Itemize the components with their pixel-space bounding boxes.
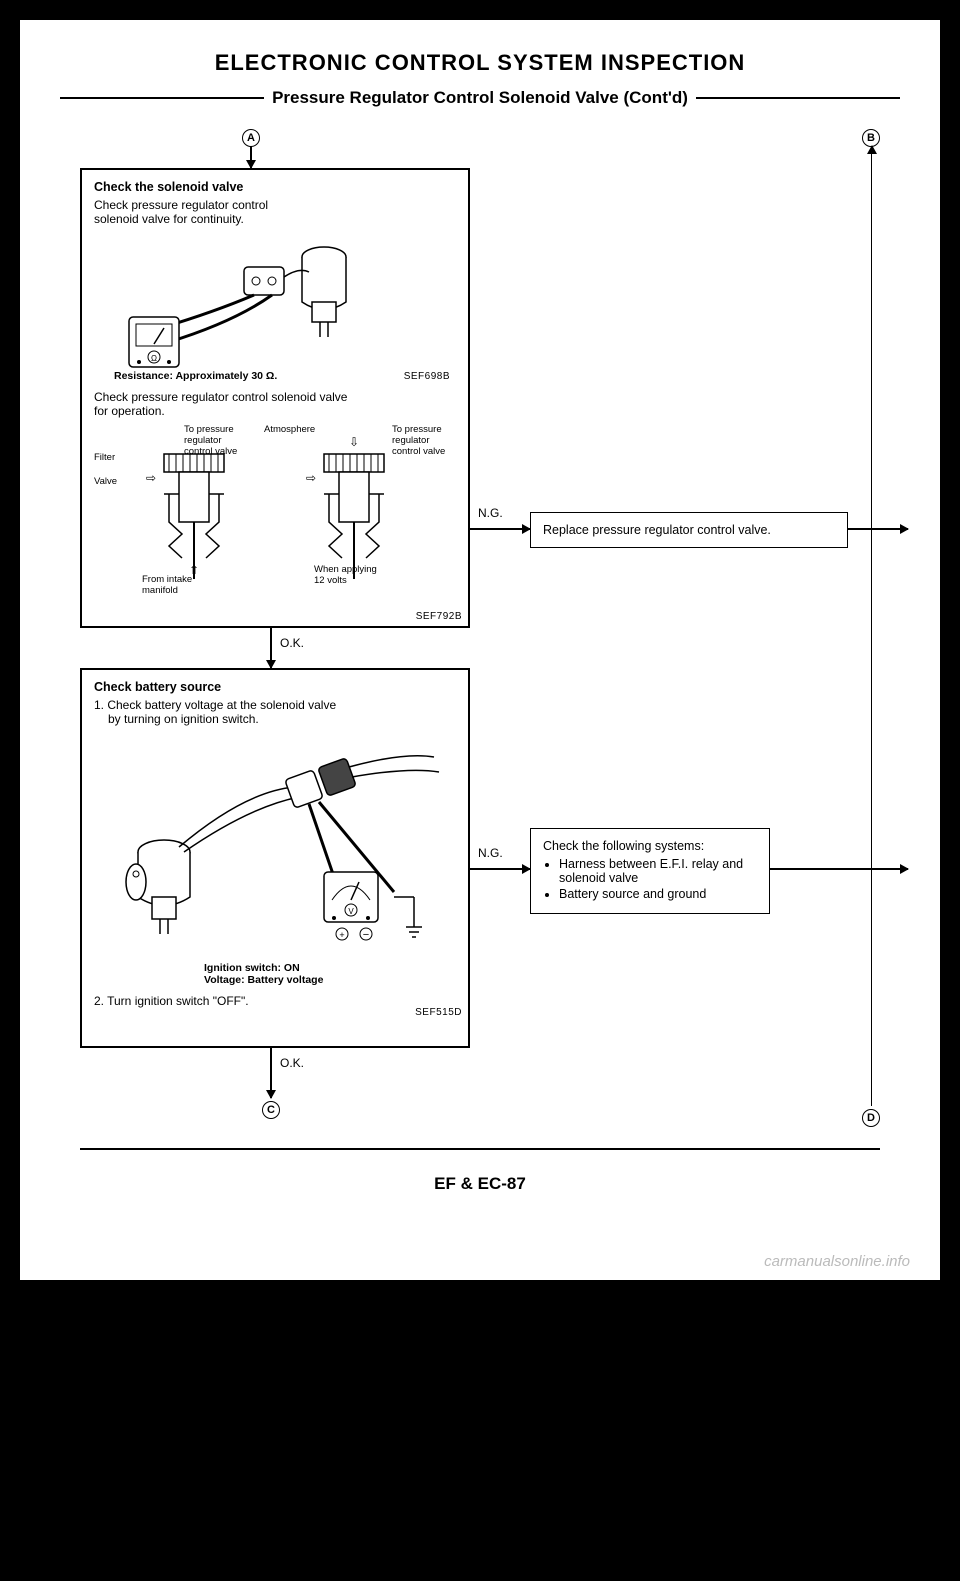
check-systems-box: Check the following systems: Harness bet…: [530, 828, 770, 914]
result2-bullet1: Harness between E.F.I. relay and solenoi…: [559, 857, 757, 885]
marker-d: D: [862, 1108, 880, 1127]
b-line: [871, 146, 873, 1106]
box1-line2: solenoid valve for continuity.: [94, 212, 456, 226]
result2-bullet2: Battery source and ground: [559, 887, 757, 901]
lbl-ctrl2: control valve: [392, 446, 445, 457]
svg-text:⇨: ⇨: [306, 471, 316, 485]
lbl-from2: manifold: [142, 585, 178, 596]
subtitle: Pressure Regulator Control Solenoid Valv…: [264, 88, 696, 108]
lbl-when2: 12 volts: [314, 575, 347, 586]
box2-step1a: 1. Check battery voltage at the solenoid…: [94, 698, 456, 712]
lbl-atm: Atmosphere: [264, 424, 315, 435]
fig-id-1: SEF698B: [404, 371, 450, 382]
subtitle-row: Pressure Regulator Control Solenoid Valv…: [60, 88, 900, 108]
page-number: EF & EC-87: [60, 1174, 900, 1194]
box2-step2: 2. Turn ignition switch "OFF".: [94, 994, 456, 1008]
box1-heading: Check the solenoid valve: [94, 180, 456, 194]
svg-text:Ω: Ω: [151, 354, 157, 363]
lbl-reg1: regulator: [184, 435, 222, 446]
result2-line1: Check the following systems:: [543, 839, 757, 853]
watermark: carmanualsonline.info: [764, 1253, 910, 1270]
check-solenoid-box: Check the solenoid valve Check pressure …: [80, 168, 470, 628]
svg-text:⇨: ⇨: [146, 471, 156, 485]
svg-text:−: −: [363, 929, 369, 941]
box1-line1: Check pressure regulator control: [94, 198, 456, 212]
lbl-filter: Filter: [94, 452, 115, 463]
rule-left: [60, 97, 264, 99]
arrow-ng-2: [470, 868, 530, 870]
ign-label: Ignition switch: ON: [204, 962, 456, 974]
lbl-when1: When applying: [314, 564, 377, 575]
lbl-reg2: regulator: [392, 435, 430, 446]
marker-a: A: [242, 128, 260, 147]
marker-c: C: [262, 1100, 280, 1119]
flowchart: A B Check the solenoid valve Check press…: [80, 128, 880, 1148]
ok-label-1: O.K.: [280, 636, 304, 650]
lbl-ctrl1: control valve: [184, 446, 237, 457]
lbl-to1: To pressure: [184, 424, 234, 435]
resistance-spec: Resistance: Approximately 30 Ω.: [114, 370, 277, 382]
lbl-valve: Valve: [94, 476, 117, 487]
arrow-to-b-1: [848, 528, 908, 530]
fig-id-2: SEF792B: [416, 611, 462, 622]
box2-heading: Check battery source: [94, 680, 456, 694]
continuity-illustration: Ω Resistance: Approximately 30 Ω. SEF698…: [94, 232, 456, 382]
arrow-ng-1: [470, 528, 530, 530]
check-op-2: for operation.: [94, 404, 456, 418]
page-title: ELECTRONIC CONTROL SYSTEM INSPECTION: [60, 50, 900, 76]
lbl-from1: From intake: [142, 574, 192, 585]
battery-illustration: V + −: [94, 732, 456, 962]
lbl-to2: To pressure: [392, 424, 442, 435]
rule-right: [696, 97, 900, 99]
arrow-ok-2: [270, 1048, 272, 1098]
box2-step1b: by turning on ignition switch.: [94, 712, 456, 726]
arrow-ok-1: [270, 628, 272, 668]
check-op-1: Check pressure regulator control solenoi…: [94, 390, 456, 404]
operation-illustration: ⇨ ⇧ ⇨ ⇩: [94, 424, 456, 604]
ng-label-2: N.G.: [478, 846, 503, 860]
ok-label-2: O.K.: [280, 1056, 304, 1070]
svg-text:⇩: ⇩: [349, 435, 359, 449]
svg-text:V: V: [348, 907, 354, 916]
fig-id-3: SEF515D: [415, 1007, 462, 1018]
svg-text:+: +: [339, 930, 344, 940]
arrow-to-b-2: [770, 868, 908, 870]
arrow-a-down: [250, 146, 252, 168]
volt-label: Voltage: Battery voltage: [204, 974, 456, 986]
ng-label-1: N.G.: [478, 506, 503, 520]
bottom-rule: [80, 1148, 880, 1150]
check-battery-box: Check battery source 1. Check battery vo…: [80, 668, 470, 1048]
replace-valve-box: Replace pressure regulator control valve…: [530, 512, 848, 548]
